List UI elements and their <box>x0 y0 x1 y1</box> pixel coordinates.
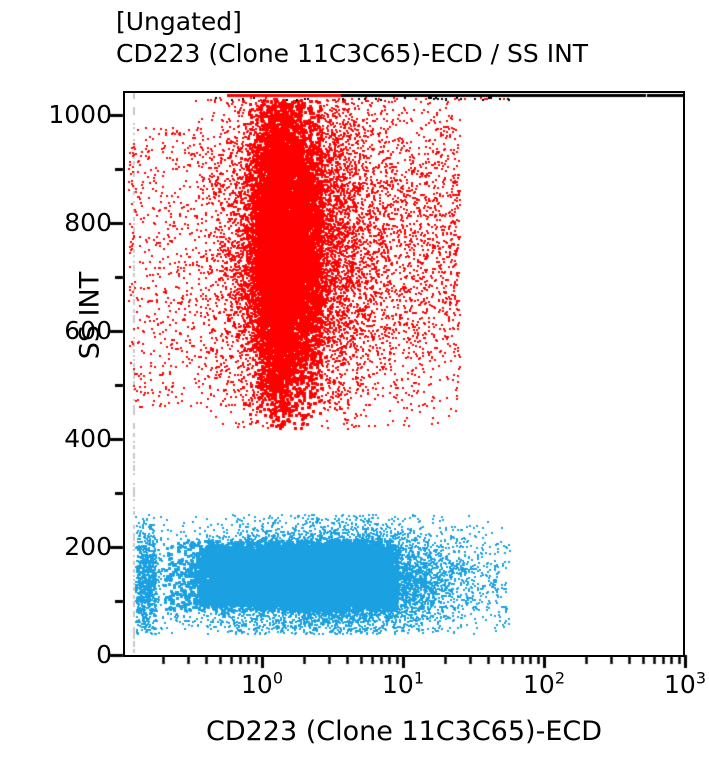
x-tick-label: 102 <box>523 668 565 699</box>
x-tick-label: 101 <box>382 668 424 699</box>
scatter-plot-canvas <box>125 93 683 655</box>
x-axis-title: CD223 (Clone 11C3C65)-ECD <box>205 716 603 747</box>
x-tick-label: 100 <box>241 668 283 699</box>
plot-frame <box>123 91 685 657</box>
x-tick-label: 103 <box>664 668 706 699</box>
